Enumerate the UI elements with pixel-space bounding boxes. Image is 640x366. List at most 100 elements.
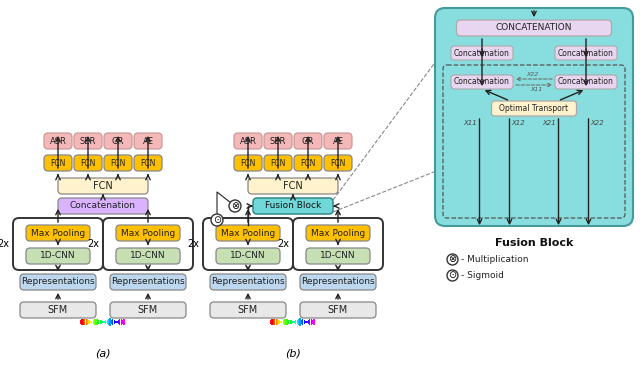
FancyBboxPatch shape [451, 46, 513, 60]
Bar [302, 320, 303, 325]
FancyBboxPatch shape [116, 248, 180, 264]
Bar [288, 320, 289, 324]
FancyBboxPatch shape [234, 155, 262, 171]
Bar [312, 320, 313, 324]
Bar [309, 319, 310, 325]
Text: Concatenation: Concatenation [558, 78, 614, 86]
Text: Max Pooling: Max Pooling [311, 228, 365, 238]
FancyBboxPatch shape [300, 302, 376, 318]
Bar [298, 319, 299, 325]
Bar [115, 321, 116, 323]
Bar [101, 320, 102, 324]
FancyBboxPatch shape [234, 133, 262, 149]
Bar [124, 319, 125, 325]
FancyBboxPatch shape [74, 155, 102, 171]
FancyBboxPatch shape [264, 155, 292, 171]
Text: - Multiplication: - Multiplication [461, 255, 529, 264]
Text: FCN: FCN [110, 158, 125, 168]
Text: Representations: Representations [301, 277, 375, 287]
Text: GR: GR [112, 137, 124, 146]
Bar [83, 319, 84, 325]
FancyBboxPatch shape [104, 133, 132, 149]
FancyBboxPatch shape [451, 75, 513, 89]
FancyBboxPatch shape [58, 178, 148, 194]
Bar [285, 319, 287, 325]
Bar [277, 320, 278, 325]
Text: FCN: FCN [140, 158, 156, 168]
Bar [108, 319, 109, 325]
FancyBboxPatch shape [294, 133, 322, 149]
Bar [86, 318, 87, 325]
Text: X11: X11 [530, 87, 542, 92]
Text: ASR: ASR [49, 137, 67, 146]
Text: Max Pooling: Max Pooling [121, 228, 175, 238]
Text: ⊙: ⊙ [213, 215, 221, 225]
FancyBboxPatch shape [294, 155, 322, 171]
Text: AE: AE [333, 137, 344, 146]
Bar [284, 320, 285, 325]
Text: SFM: SFM [138, 305, 158, 315]
FancyBboxPatch shape [74, 133, 102, 149]
Text: SER: SER [80, 137, 96, 146]
Bar [114, 320, 115, 324]
Text: Fusion Block: Fusion Block [265, 202, 321, 210]
Text: CONCATENATION: CONCATENATION [496, 23, 572, 33]
Text: FCN: FCN [240, 158, 256, 168]
FancyBboxPatch shape [264, 133, 292, 149]
Bar [273, 319, 274, 325]
Text: Fusion Block: Fusion Block [495, 238, 573, 248]
Bar [102, 321, 104, 323]
Text: Optimal Transport: Optimal Transport [499, 104, 568, 113]
Text: 1D-CNN: 1D-CNN [320, 251, 356, 261]
Text: Representations: Representations [111, 277, 185, 287]
FancyBboxPatch shape [110, 274, 186, 290]
Text: X22: X22 [526, 72, 538, 77]
Text: SFM: SFM [328, 305, 348, 315]
Bar [287, 319, 288, 325]
Circle shape [211, 214, 223, 226]
Text: ⊗: ⊗ [231, 201, 239, 211]
Text: FCN: FCN [270, 158, 285, 168]
Bar [104, 321, 105, 323]
Circle shape [447, 270, 458, 281]
Text: FCN: FCN [330, 158, 346, 168]
Bar [80, 321, 81, 324]
Text: X12: X12 [511, 120, 525, 126]
Text: ASR: ASR [239, 137, 257, 146]
FancyBboxPatch shape [492, 101, 577, 116]
Text: FCN: FCN [283, 181, 303, 191]
FancyBboxPatch shape [306, 225, 370, 241]
Text: X11: X11 [464, 120, 477, 126]
FancyBboxPatch shape [44, 155, 72, 171]
Bar [119, 319, 120, 325]
Bar [121, 319, 122, 325]
Bar [303, 320, 305, 324]
Bar [297, 320, 298, 324]
Bar [270, 321, 271, 324]
Bar [111, 320, 112, 324]
FancyBboxPatch shape [58, 198, 148, 214]
Bar [300, 318, 301, 325]
Text: FCN: FCN [93, 181, 113, 191]
FancyBboxPatch shape [210, 302, 286, 318]
Text: 2x: 2x [187, 239, 199, 249]
Bar [278, 320, 280, 324]
Bar [97, 319, 98, 325]
Bar [295, 320, 296, 324]
Text: 2x: 2x [0, 239, 9, 249]
Circle shape [447, 254, 458, 265]
Text: ⊙: ⊙ [449, 270, 456, 280]
Text: Concatenation: Concatenation [558, 49, 614, 57]
FancyBboxPatch shape [253, 198, 333, 214]
Text: Concatenation: Concatenation [454, 78, 510, 86]
FancyBboxPatch shape [20, 274, 96, 290]
FancyBboxPatch shape [134, 155, 162, 171]
Bar [112, 320, 113, 325]
Text: GR: GR [302, 137, 314, 146]
FancyBboxPatch shape [555, 75, 617, 89]
Bar [291, 320, 292, 324]
FancyBboxPatch shape [300, 274, 376, 290]
FancyBboxPatch shape [324, 133, 352, 149]
Text: Representations: Representations [21, 277, 95, 287]
FancyBboxPatch shape [216, 225, 280, 241]
